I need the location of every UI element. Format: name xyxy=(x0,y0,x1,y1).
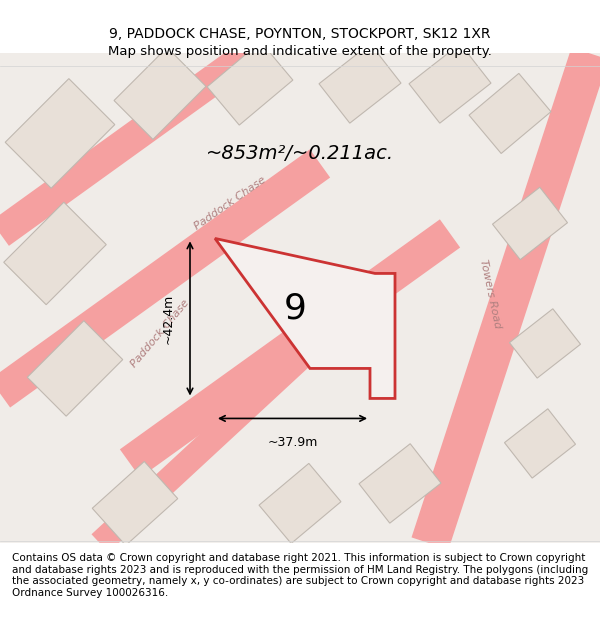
Polygon shape xyxy=(509,309,581,378)
Polygon shape xyxy=(493,188,568,259)
Text: ~853m²/~0.211ac.: ~853m²/~0.211ac. xyxy=(206,144,394,163)
Text: Contains OS data © Crown copyright and database right 2021. This information is : Contains OS data © Crown copyright and d… xyxy=(12,553,588,598)
Text: Towers Road: Towers Road xyxy=(478,258,502,329)
Text: Map shows position and indicative extent of the property.: Map shows position and indicative extent… xyxy=(108,45,492,58)
Text: ~42.4m: ~42.4m xyxy=(162,293,175,344)
Polygon shape xyxy=(27,321,123,416)
Polygon shape xyxy=(92,461,178,546)
Polygon shape xyxy=(207,42,293,125)
Text: 9, PADDOCK CHASE, POYNTON, STOCKPORT, SK12 1XR: 9, PADDOCK CHASE, POYNTON, STOCKPORT, SK… xyxy=(109,28,491,41)
Text: Paddock Chase: Paddock Chase xyxy=(129,298,191,369)
Polygon shape xyxy=(359,444,441,523)
Polygon shape xyxy=(215,238,395,399)
Polygon shape xyxy=(0,53,600,543)
Text: Paddock Chase: Paddock Chase xyxy=(193,175,268,232)
Polygon shape xyxy=(5,79,115,188)
Polygon shape xyxy=(319,44,401,123)
Text: 9: 9 xyxy=(284,291,307,326)
Polygon shape xyxy=(469,73,551,154)
Text: ~37.9m: ~37.9m xyxy=(268,436,317,449)
Polygon shape xyxy=(259,463,341,544)
Polygon shape xyxy=(4,202,106,305)
Polygon shape xyxy=(409,44,491,123)
Polygon shape xyxy=(505,409,575,478)
Polygon shape xyxy=(114,48,206,139)
